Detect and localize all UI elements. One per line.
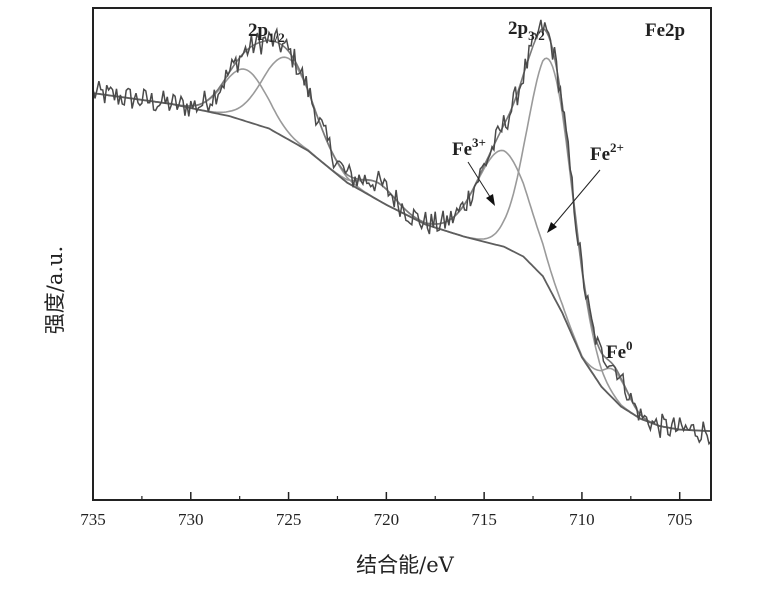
x-tick-label: 705 <box>667 510 693 529</box>
peak-2p1-2-component-b <box>161 56 417 221</box>
y-axis-title: 强度/a.u. <box>43 246 67 334</box>
arrow-fe2 <box>551 169 601 228</box>
x-axis-ticks: 735 730 725 720 715 710 705 <box>80 492 692 529</box>
annotation-2p12: 2p1/2 <box>248 20 285 45</box>
x-tick-label: 715 <box>471 510 497 529</box>
annotation-fe3: Fe3+ <box>452 135 486 160</box>
x-tick-label: 730 <box>178 510 204 529</box>
peak-fe2- <box>434 57 667 428</box>
annotation-fe3-main: Fe <box>452 139 472 160</box>
fit-envelope <box>92 27 712 432</box>
annotation-2p32: 2p3/2 <box>508 18 545 43</box>
annotation-fe0-sup: 0 <box>626 338 633 353</box>
x-axis-title: 结合能/eV <box>356 553 455 577</box>
x-tick-label: 710 <box>569 510 595 529</box>
x-tick-label: 735 <box>80 510 106 529</box>
peak-2p1-2-component-a <box>133 68 358 189</box>
peak-satellite <box>292 141 465 238</box>
peak-fe3- <box>366 149 642 420</box>
x-tick-label: 725 <box>276 510 302 529</box>
annotation-fe0-main: Fe <box>606 342 626 363</box>
annotation-2p32-sub: 3/2 <box>528 28 545 43</box>
arrow-fe2-head <box>547 222 557 233</box>
arrow-fe3 <box>467 161 493 201</box>
arrow-fe3-head <box>486 194 495 206</box>
experimental-data-line <box>92 19 712 446</box>
annotation-fe2: Fe2+ <box>590 140 624 165</box>
annotation-fe0: Fe0 <box>606 338 633 363</box>
x-tick-label: 720 <box>374 510 400 529</box>
annotation-fe3-sup: 3+ <box>472 135 486 150</box>
annotation-2p12-main: 2p <box>248 20 268 41</box>
annotation-fe2-sup: 2+ <box>610 140 624 155</box>
plot-frame <box>92 7 712 501</box>
annotation-2p12-sub: 1/2 <box>268 30 285 45</box>
annotation-2p32-main: 2p <box>508 18 528 39</box>
plot-curves <box>92 19 712 446</box>
annotation-region: Fe2p <box>645 20 685 41</box>
annotation-fe2-main: Fe <box>590 144 610 165</box>
